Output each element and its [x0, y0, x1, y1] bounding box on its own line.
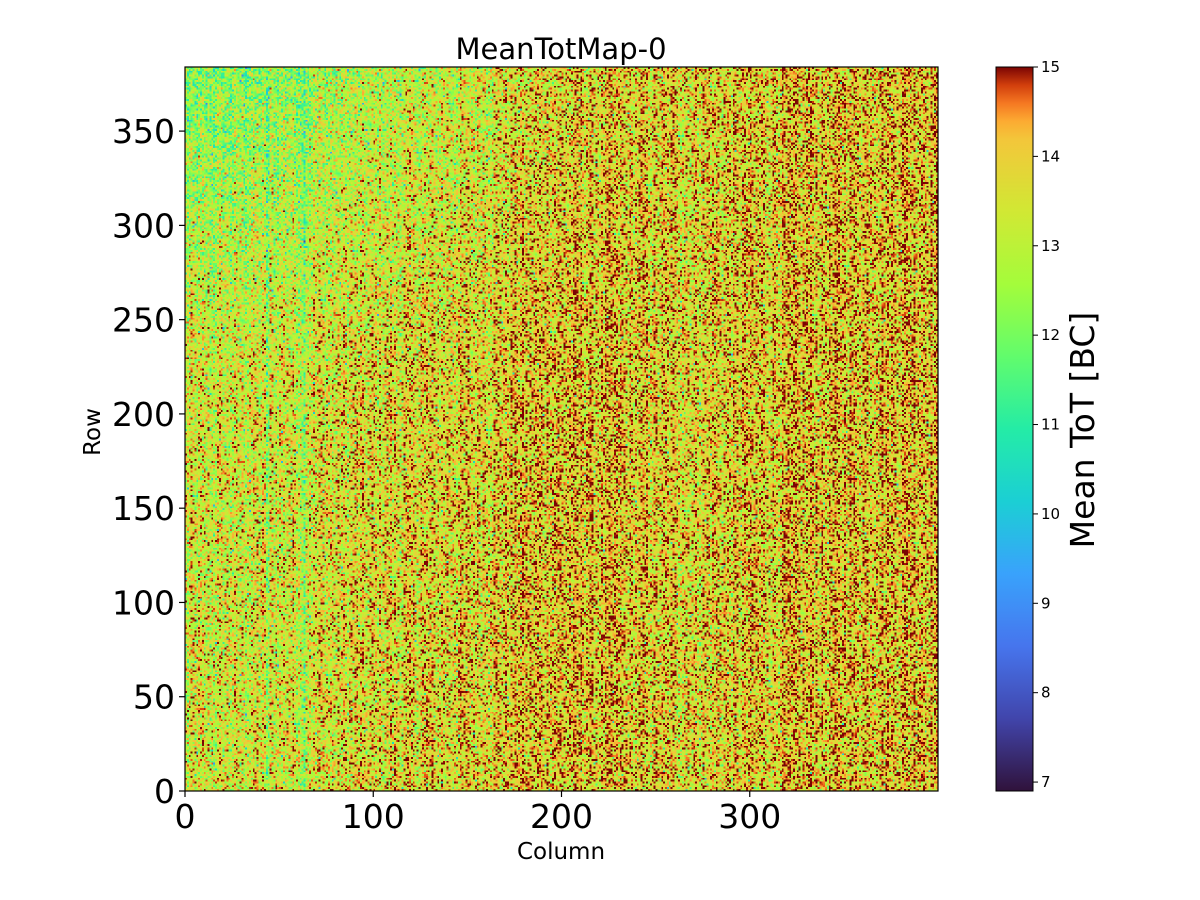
- x-axis-label: Column: [517, 839, 605, 865]
- x-axis-ticks: 0 100 200 300: [175, 791, 781, 836]
- colorbar-tick-label: 13: [1041, 237, 1060, 255]
- x-tick-label: 0: [175, 797, 196, 836]
- y-tick-label: 300: [112, 206, 175, 245]
- colorbar-tick-label: 14: [1041, 147, 1060, 165]
- y-tick-label: 100: [112, 583, 175, 622]
- colorbar-ticks: 7 8 9 10 11 12 13 14 15: [1033, 58, 1060, 791]
- colorbar-label: Mean ToT [BC]: [1063, 312, 1102, 549]
- y-axis-label: Row: [80, 408, 106, 456]
- y-tick-label: 150: [112, 489, 175, 528]
- y-tick-label: 0: [154, 772, 175, 811]
- colorbar-tick-label: 9: [1041, 594, 1051, 612]
- y-tick-label: 250: [112, 301, 175, 340]
- heatmap-cells: [185, 67, 938, 791]
- x-tick-label: 100: [342, 797, 405, 836]
- colorbar: [995, 66, 1034, 792]
- colorbar-tick-label: 10: [1041, 505, 1060, 523]
- colorbar-tick-label: 7: [1041, 773, 1051, 791]
- y-tick-label: 50: [133, 678, 175, 717]
- colorbar-tick-label: 11: [1041, 416, 1060, 434]
- y-tick-label: 350: [112, 112, 175, 151]
- y-tick-label: 200: [112, 395, 175, 434]
- x-tick-label: 300: [718, 797, 781, 836]
- x-tick-label: 200: [530, 797, 593, 836]
- colorbar-tick-label: 15: [1041, 58, 1060, 76]
- y-axis-ticks: 0 50 100 150 200 250 300 350: [112, 112, 185, 811]
- colorbar-tick-label: 12: [1041, 326, 1060, 344]
- colorbar-tick-label: 8: [1041, 684, 1051, 702]
- chart-title: MeanTotMap-0: [455, 32, 666, 66]
